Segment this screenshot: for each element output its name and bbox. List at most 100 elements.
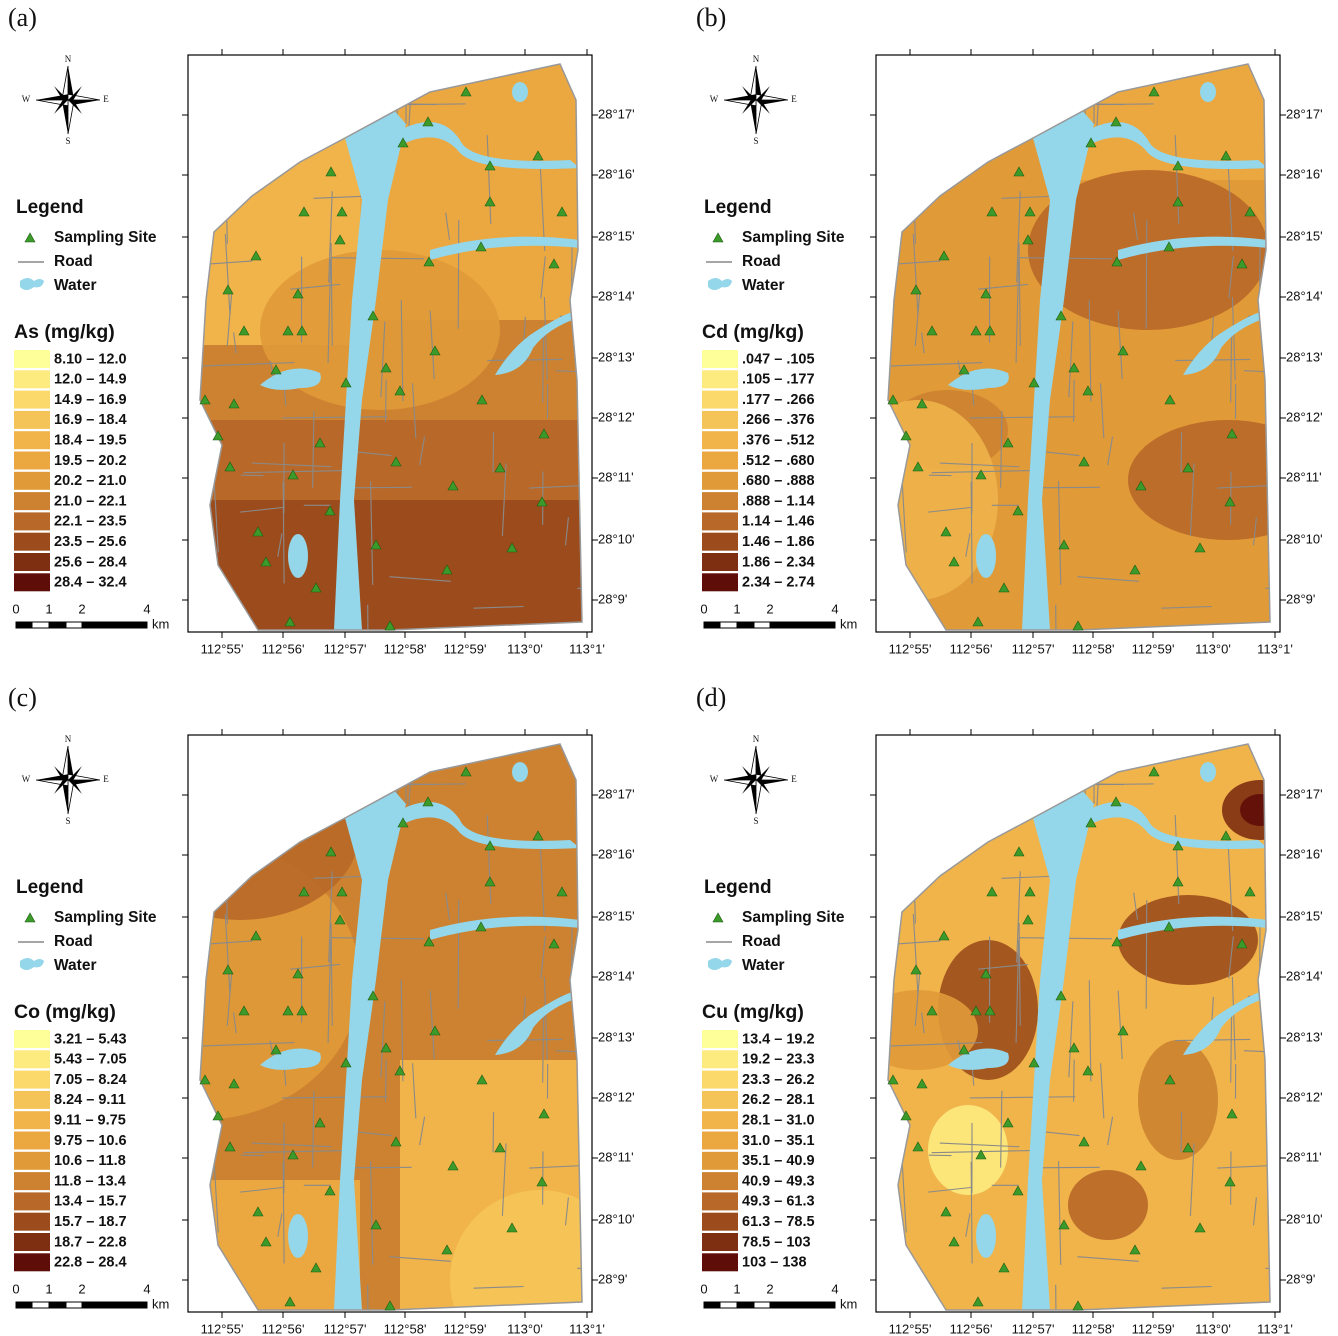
lake bbox=[288, 534, 308, 578]
legend-class: 28.1 – 31.0 bbox=[742, 1113, 815, 1129]
scale-bar-segment bbox=[754, 1302, 770, 1308]
scale-bar-segment bbox=[737, 1302, 754, 1308]
scale-bar-segment bbox=[704, 1302, 720, 1308]
compass-letter: E bbox=[103, 94, 109, 104]
lat-label: 28°13' bbox=[598, 349, 635, 364]
compass-letter: W bbox=[22, 774, 31, 784]
compass-letter: E bbox=[791, 94, 797, 104]
legend-water-symbol bbox=[708, 958, 732, 970]
lake bbox=[512, 82, 528, 102]
map-surface bbox=[688, 0, 1338, 700]
legend-class: .512 – .680 bbox=[742, 453, 815, 469]
legend-class: 5.43 – 7.05 bbox=[54, 1052, 127, 1068]
legend-class: 10.6 – 11.8 bbox=[54, 1153, 126, 1169]
legend-class: 19.2 – 23.3 bbox=[742, 1052, 815, 1068]
scale-label: 2 bbox=[766, 1281, 773, 1296]
legend-class: 14.9 – 16.9 bbox=[54, 392, 127, 408]
compass-letter: N bbox=[753, 734, 760, 744]
lon-label: 113°1' bbox=[1257, 641, 1293, 656]
lat-label: 28°11' bbox=[1286, 469, 1322, 484]
compass-letter: W bbox=[710, 774, 719, 784]
lat-label: 28°9' bbox=[1286, 591, 1315, 606]
legend-class: 22.1 – 23.5 bbox=[54, 514, 127, 530]
lon-label: 112°59' bbox=[444, 641, 487, 656]
legend-class: 3.21 – 5.43 bbox=[54, 1031, 127, 1047]
legend-class: 103 – 138 bbox=[742, 1255, 807, 1271]
legend-water-symbol bbox=[708, 278, 732, 290]
lat-label: 28°15' bbox=[1286, 908, 1323, 923]
lon-label: 113°1' bbox=[569, 1321, 605, 1336]
legend-swatch bbox=[702, 1111, 738, 1129]
compass-letter: N bbox=[753, 54, 760, 64]
legend-swatch bbox=[14, 350, 50, 368]
compass-letter: N bbox=[65, 54, 72, 64]
legend-swatch bbox=[14, 1091, 50, 1109]
legend-site-symbol bbox=[25, 233, 35, 242]
legend-swatch bbox=[702, 452, 738, 470]
legend-swatch bbox=[14, 1192, 50, 1210]
legend-class: 31.0 – 35.1 bbox=[742, 1133, 815, 1149]
lon-label: 112°58' bbox=[384, 641, 427, 656]
compass-letter: S bbox=[65, 136, 70, 146]
legend-swatch bbox=[702, 411, 738, 429]
scale-unit: km bbox=[840, 616, 857, 631]
legend-site-symbol bbox=[25, 913, 35, 922]
legend-class: .376 – .512 bbox=[742, 433, 815, 449]
legend-swatch bbox=[14, 431, 50, 449]
scale-bar-segment bbox=[32, 1302, 49, 1308]
lat-label: 28°17' bbox=[598, 786, 635, 801]
lake bbox=[976, 534, 996, 578]
legend-class: 13.4 – 19.2 bbox=[742, 1031, 815, 1047]
map-panel: (c)NSEWLegendSampling SiteRoadWaterCo (m… bbox=[0, 680, 700, 1336]
legend-swatch bbox=[702, 431, 738, 449]
legend-item: Water bbox=[742, 957, 785, 974]
scale-bar-segment bbox=[66, 622, 82, 628]
legend-item: Sampling Site bbox=[742, 229, 845, 246]
legend-swatch bbox=[14, 1152, 50, 1170]
lat-label: 28°9' bbox=[598, 1271, 627, 1286]
lat-label: 28°15' bbox=[598, 908, 635, 923]
legend-swatch bbox=[14, 533, 50, 551]
compass bbox=[724, 66, 788, 134]
legend-title: Legend bbox=[704, 197, 772, 218]
legend-item: Road bbox=[742, 253, 781, 270]
map-panel: (d)NSEWLegendSampling SiteRoadWaterCu (m… bbox=[688, 680, 1338, 1336]
scale-label: 0 bbox=[700, 1281, 707, 1296]
legend-item: Road bbox=[742, 933, 781, 950]
legend-item: Road bbox=[54, 253, 93, 270]
lat-label: 28°15' bbox=[1286, 228, 1323, 243]
legend-class: .105 – .177 bbox=[742, 372, 815, 388]
lat-label: 28°11' bbox=[1286, 1149, 1322, 1164]
lon-label: 113°0' bbox=[1195, 641, 1231, 656]
lon-label: 112°58' bbox=[384, 1321, 427, 1336]
legend-class: 25.6 – 28.4 bbox=[54, 554, 127, 570]
legend-swatch bbox=[702, 1213, 738, 1231]
legend-swatch bbox=[14, 1030, 50, 1048]
panel-label: (b) bbox=[696, 3, 726, 32]
legend-class: 49.3 – 61.3 bbox=[742, 1194, 815, 1210]
legend-item: Water bbox=[742, 277, 785, 294]
scale-bar-segment bbox=[704, 622, 720, 628]
lat-label: 28°11' bbox=[598, 1149, 634, 1164]
legend-class: 78.5 – 103 bbox=[742, 1234, 811, 1250]
lon-label: 112°58' bbox=[1072, 641, 1115, 656]
legend-class: 7.05 – 8.24 bbox=[54, 1072, 127, 1088]
legend-swatch bbox=[14, 512, 50, 530]
compass-letter: E bbox=[791, 774, 797, 784]
legend-class: 2.34 – 2.74 bbox=[742, 575, 815, 591]
lat-label: 28°9' bbox=[598, 591, 627, 606]
lat-label: 28°9' bbox=[1286, 1271, 1315, 1286]
lon-label: 112°57' bbox=[1012, 641, 1055, 656]
legend-class: 61.3 – 78.5 bbox=[742, 1214, 815, 1230]
lat-label: 28°13' bbox=[1286, 1029, 1323, 1044]
lat-label: 28°14' bbox=[598, 288, 635, 303]
lon-label: 112°59' bbox=[1132, 641, 1175, 656]
compass bbox=[36, 66, 100, 134]
legend-swatch bbox=[14, 1253, 50, 1271]
legend-swatch bbox=[702, 1091, 738, 1109]
legend-class: 13.4 – 15.7 bbox=[54, 1194, 127, 1210]
panel-label: (c) bbox=[8, 683, 37, 712]
legend-item: Sampling Site bbox=[54, 909, 157, 926]
lat-label: 28°10' bbox=[1286, 1211, 1323, 1226]
scale-bar-segment bbox=[770, 622, 835, 628]
